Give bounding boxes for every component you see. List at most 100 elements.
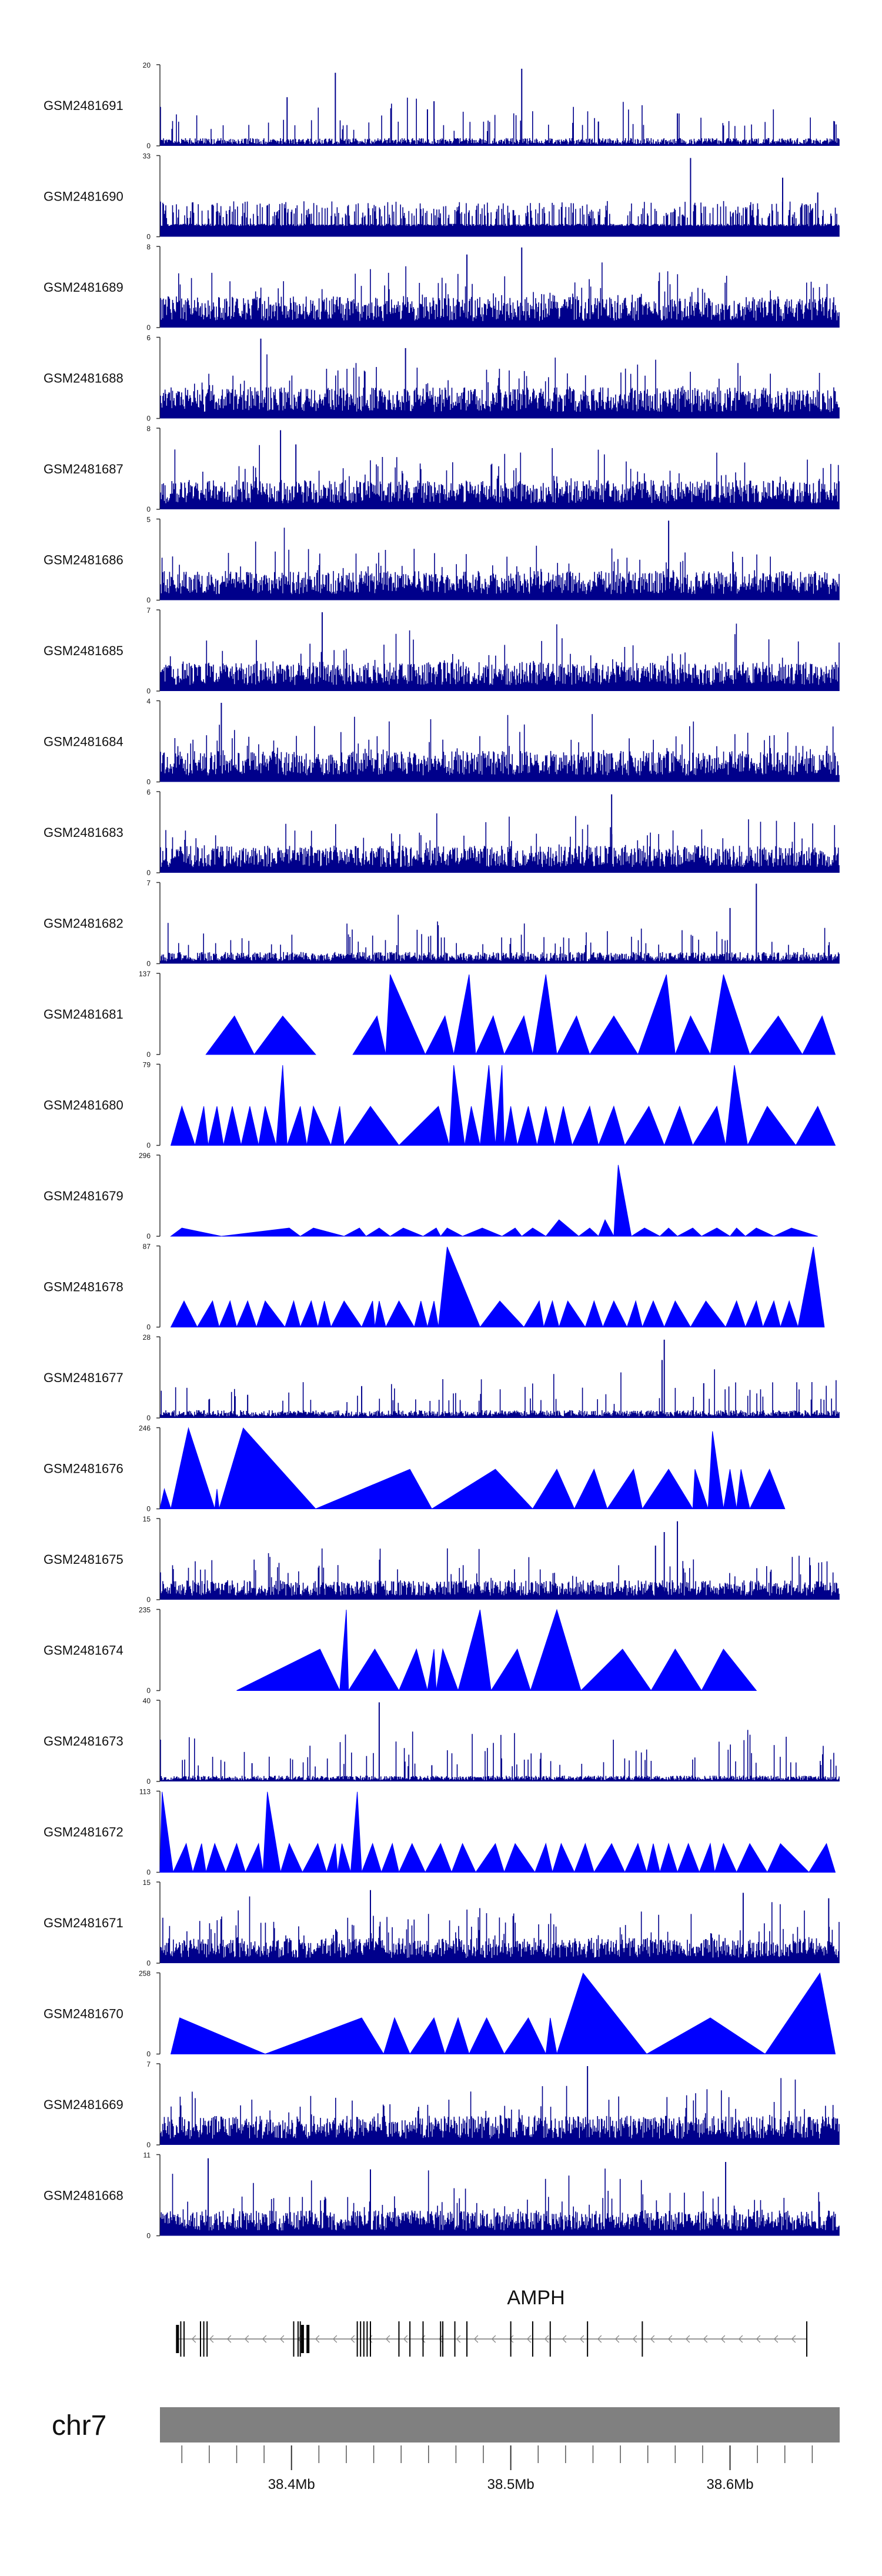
- strand-arrow: [756, 2335, 761, 2343]
- y-axis-min-label: 0: [146, 1777, 151, 1786]
- peak-mark: [677, 1843, 700, 1873]
- peak-mark: [348, 1649, 400, 1691]
- y-axis-max-label: 33: [143, 152, 151, 161]
- track-GSM2481691: GSM2481691 20 0: [44, 61, 840, 150]
- peak-mark: [801, 1015, 836, 1055]
- strand-arrow: [262, 2335, 267, 2343]
- gene-exon: [422, 2321, 424, 2357]
- strand-arrow: [385, 2335, 390, 2343]
- peak-mark: [554, 1106, 573, 1146]
- peak-mark: [556, 1015, 590, 1055]
- peak-mark: [626, 1300, 643, 1327]
- y-axis-max-label: 40: [143, 1697, 151, 1705]
- peak-mark: [440, 1227, 463, 1237]
- peak-mark: [337, 1843, 352, 1873]
- peak-mark: [699, 1842, 715, 1873]
- track-GSM2481671: GSM2481671 15 0: [44, 1878, 840, 1967]
- track-label: GSM2481681: [44, 1007, 123, 1022]
- track-GSM2481669: GSM2481669 7 0: [44, 2060, 840, 2149]
- y-axis-max-label: 258: [139, 1970, 151, 1978]
- peak-mark: [613, 1164, 632, 1237]
- y-axis-min-label: 0: [146, 596, 151, 605]
- peak-mark: [523, 1300, 544, 1327]
- peak-mark: [795, 1105, 836, 1146]
- strand-arrow: [597, 2335, 602, 2343]
- peak-mark: [624, 1105, 665, 1146]
- strand-arrow: [685, 2335, 690, 2343]
- peak-mark: [422, 1227, 442, 1237]
- y-axis-min-label: 0: [146, 2141, 151, 2149]
- track-GSM2481686: GSM2481686 5 0: [44, 516, 840, 605]
- peak-mark: [240, 1106, 259, 1146]
- peak-mark: [650, 1649, 703, 1691]
- peak-mark: [707, 1431, 724, 1509]
- axis-tick-label: 38.4Mb: [268, 2477, 315, 2492]
- y-axis-max-label: 20: [143, 61, 151, 69]
- peak-mark: [556, 1972, 647, 2054]
- y-axis-min-label: 0: [146, 1232, 151, 1240]
- peak-mark: [692, 1105, 726, 1146]
- gene-exon: [398, 2321, 400, 2357]
- strand-arrow: [191, 2335, 196, 2343]
- peak-mark: [374, 1300, 386, 1327]
- peak-mark: [398, 1106, 450, 1146]
- y-axis-max-label: 79: [143, 1061, 151, 1069]
- peak-mark: [701, 1227, 731, 1237]
- strand-arrow: [473, 2335, 479, 2343]
- peak-mark: [436, 1648, 459, 1691]
- strand-arrow: [526, 2335, 532, 2343]
- y-axis-max-label: 7: [146, 606, 151, 615]
- peak-mark: [725, 1065, 748, 1146]
- peak-mark: [589, 1015, 639, 1055]
- peak-mark: [361, 1300, 375, 1327]
- peak-mark: [642, 1469, 694, 1509]
- gene-exon: [203, 2321, 205, 2357]
- peak-mark: [744, 1227, 774, 1237]
- track-GSM2481689: GSM2481689 8 0: [44, 243, 840, 332]
- peak-mark: [192, 1843, 206, 1873]
- peak-mark: [302, 1843, 328, 1873]
- y-axis-max-label: 87: [143, 1243, 151, 1251]
- peak-mark: [736, 1469, 750, 1509]
- track-GSM2481690: GSM2481690 33 0: [44, 152, 840, 241]
- y-axis-max-label: 7: [146, 2060, 151, 2068]
- y-axis-max-label: 137: [139, 970, 151, 978]
- signal-bars: [160, 1369, 840, 1418]
- peak-mark: [430, 1469, 534, 1509]
- peak-mark: [503, 1106, 518, 1146]
- strand-arrow: [562, 2335, 567, 2343]
- strand-arrow: [420, 2335, 426, 2343]
- strand-arrow: [703, 2335, 708, 2343]
- peak-mark: [637, 974, 676, 1055]
- peak-mark: [299, 1300, 319, 1327]
- y-axis-max-label: 5: [146, 516, 151, 524]
- strand-arrow: [315, 2335, 320, 2343]
- gene-exon: [299, 2321, 301, 2357]
- signal-bars: [160, 201, 840, 237]
- signal-bars: [160, 915, 840, 964]
- peak-mark: [413, 1300, 428, 1327]
- y-axis-min-label: 0: [146, 869, 151, 877]
- gene-exon: [369, 2321, 371, 2357]
- strand-arrow: [438, 2335, 443, 2343]
- peak-mark: [306, 1105, 332, 1146]
- track-label: GSM2481685: [44, 643, 123, 658]
- track-GSM2481679: GSM2481679 296 0: [44, 1152, 818, 1240]
- peak-mark: [593, 1843, 626, 1873]
- peak-mark: [572, 1105, 599, 1146]
- peak-mark: [276, 1065, 288, 1146]
- peak-mark: [701, 1649, 757, 1691]
- peak-mark: [427, 1300, 439, 1327]
- track-label: GSM2481678: [44, 1280, 123, 1294]
- peak-mark: [317, 1300, 332, 1327]
- peak-mark: [475, 1843, 505, 1873]
- peak-mark: [208, 1106, 224, 1146]
- track-GSM2481678: GSM2481678 87 0: [44, 1243, 825, 1332]
- signal-bars: [160, 2078, 840, 2145]
- peak-mark: [445, 2017, 470, 2054]
- track-label: GSM2481689: [44, 280, 123, 295]
- y-axis-min-label: 0: [146, 415, 151, 423]
- track-label: GSM2481677: [44, 1370, 123, 1385]
- peak-mark: [530, 1609, 582, 1691]
- peak-mark: [577, 1227, 600, 1237]
